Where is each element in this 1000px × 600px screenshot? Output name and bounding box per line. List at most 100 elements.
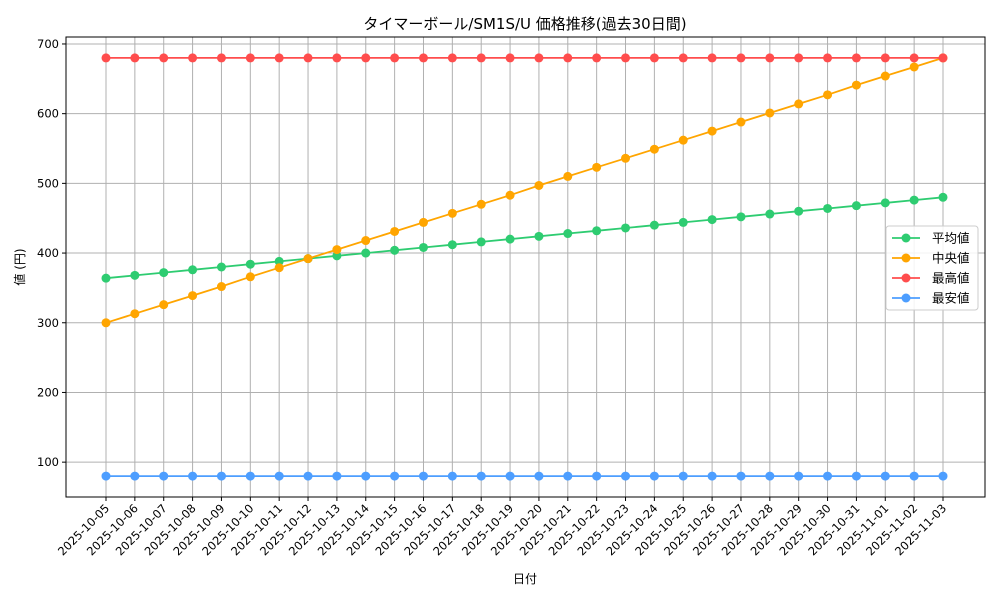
- data-point: [851, 80, 861, 90]
- data-point: [909, 62, 919, 72]
- legend-box: [885, 225, 979, 311]
- data-point: [794, 99, 804, 109]
- data-point: [390, 226, 400, 236]
- data-point: [216, 282, 226, 292]
- legend-label: 中央値: [932, 251, 970, 266]
- data-point: [621, 471, 631, 481]
- data-point: [823, 471, 833, 481]
- data-point: [563, 171, 573, 181]
- data-point: [274, 256, 284, 266]
- data-point: [505, 234, 515, 244]
- data-point: [390, 245, 400, 255]
- data-point: [851, 471, 861, 481]
- data-point: [159, 471, 169, 481]
- data-point: [130, 270, 140, 280]
- data-point: [332, 53, 342, 63]
- data-point: [361, 53, 371, 63]
- data-point: [563, 53, 573, 63]
- data-point: [880, 471, 890, 481]
- x-axis-label: 日付: [513, 572, 537, 586]
- legend-marker-icon: [901, 253, 911, 263]
- data-point: [909, 471, 919, 481]
- data-point: [476, 471, 486, 481]
- legend-label: 最安値: [932, 291, 970, 306]
- data-point: [534, 471, 544, 481]
- data-point: [245, 259, 255, 269]
- data-point: [621, 223, 631, 233]
- series-line: [101, 192, 948, 283]
- data-point: [851, 53, 861, 63]
- data-point: [101, 273, 111, 283]
- x-axis-ticks: 2025-10-052025-10-062025-10-072025-10-08…: [55, 497, 949, 558]
- data-point: [765, 53, 775, 63]
- data-point: [361, 236, 371, 246]
- data-point: [534, 53, 544, 63]
- data-point: [621, 153, 631, 163]
- data-point: [476, 53, 486, 63]
- y-tick-label: 700: [37, 37, 59, 51]
- data-point: [303, 471, 313, 481]
- data-point: [707, 471, 717, 481]
- data-point: [736, 117, 746, 127]
- data-point: [880, 198, 890, 208]
- data-point: [361, 471, 371, 481]
- data-point: [101, 53, 111, 63]
- chart-title: タイマーボール/SM1S/U 価格推移(過去30日間): [363, 15, 686, 33]
- data-point: [909, 195, 919, 205]
- legend-marker-icon: [901, 233, 911, 243]
- data-point: [649, 220, 659, 230]
- data-point: [188, 291, 198, 301]
- y-tick-label: 600: [37, 107, 59, 121]
- data-point: [592, 162, 602, 172]
- data-point: [216, 53, 226, 63]
- data-point: [649, 53, 659, 63]
- data-point: [880, 71, 890, 81]
- data-point: [678, 53, 688, 63]
- data-point: [563, 229, 573, 239]
- data-point: [765, 471, 775, 481]
- series-line: [101, 471, 948, 481]
- data-point: [274, 263, 284, 273]
- data-point: [130, 53, 140, 63]
- data-point: [101, 318, 111, 328]
- data-point: [794, 206, 804, 216]
- data-point: [621, 53, 631, 63]
- data-point: [736, 53, 746, 63]
- data-point: [765, 209, 775, 219]
- data-point: [101, 471, 111, 481]
- data-point: [505, 471, 515, 481]
- data-point: [418, 471, 428, 481]
- data-point: [390, 53, 400, 63]
- data-point: [592, 226, 602, 236]
- data-point: [592, 471, 602, 481]
- data-point: [390, 471, 400, 481]
- data-point: [563, 471, 573, 481]
- data-point: [303, 53, 313, 63]
- data-point: [736, 212, 746, 222]
- data-point: [159, 300, 169, 310]
- data-point: [216, 262, 226, 272]
- data-point: [678, 471, 688, 481]
- data-point: [476, 199, 486, 209]
- data-point: [823, 203, 833, 213]
- y-axis-ticks: 100 200 300 400 500 600 700: [37, 37, 66, 469]
- y-tick-label: 500: [37, 176, 59, 190]
- y-tick-label: 400: [37, 246, 59, 260]
- data-point: [707, 126, 717, 136]
- legend-label: 最高値: [932, 271, 970, 286]
- data-point: [274, 53, 284, 63]
- data-point: [505, 190, 515, 200]
- data-point: [938, 192, 948, 202]
- data-point: [332, 245, 342, 255]
- data-point: [649, 471, 659, 481]
- data-point: [592, 53, 602, 63]
- data-point: [938, 53, 948, 63]
- legend-label: 平均値: [932, 231, 970, 246]
- data-point: [274, 471, 284, 481]
- data-point: [678, 217, 688, 227]
- data-point: [418, 242, 428, 252]
- data-point: [245, 272, 255, 282]
- y-tick-label: 200: [37, 385, 59, 399]
- data-point: [159, 53, 169, 63]
